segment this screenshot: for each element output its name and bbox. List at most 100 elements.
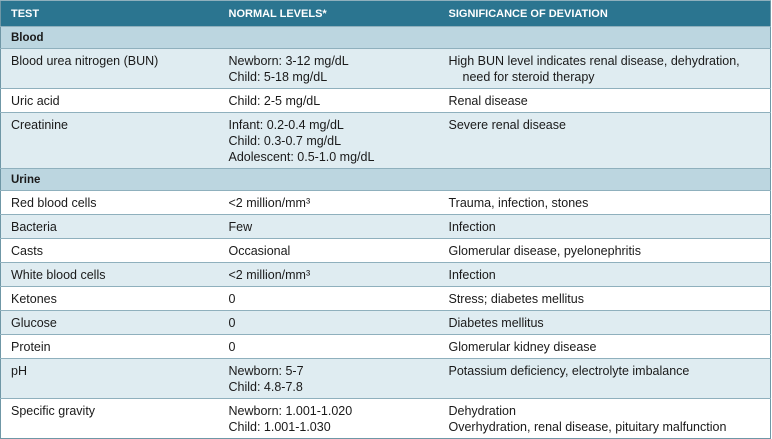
cell: Potassium deficiency, electrolyte imbala… xyxy=(438,358,771,399)
cell-line: Overhydration, renal disease, pituitary … xyxy=(448,420,727,434)
cell: Newborn: 1.001-1.020 Child: 1.001-1.030 xyxy=(218,398,439,439)
data-row: Protein 0 Glomerular kidney disease xyxy=(0,334,771,359)
cell-line: 0 xyxy=(228,292,236,306)
cell: Newborn: 3-12 mg/dL Child: 5-18 mg/dL xyxy=(218,48,439,89)
cell-line: Renal disease xyxy=(448,94,528,108)
data-row: Casts Occasional Glomerular disease, pyelo… xyxy=(0,238,771,263)
cell: High BUN level indicates renal disease, … xyxy=(438,48,771,89)
cell: Trauma, infection, stones xyxy=(438,190,771,215)
data-row: Ketones 0 Stress; diabetes mellitus xyxy=(0,286,771,311)
cell-line: Severe renal disease xyxy=(448,118,566,132)
cell-line: Glomerular kidney disease xyxy=(448,340,597,354)
cell: Renal disease xyxy=(438,88,771,113)
cell: Child: 2-5 mg/dL xyxy=(218,88,439,113)
cell: Newborn: 5-7 Child: 4.8-7.8 xyxy=(218,358,439,399)
cell: pH xyxy=(0,358,219,399)
cell: Stress; diabetes mellitus xyxy=(438,286,771,311)
cell: Bacteria xyxy=(0,214,219,239)
cell: Blood urea nitrogen (BUN) xyxy=(0,48,219,89)
cell-line: Child: 2-5 mg/dL xyxy=(228,94,321,108)
cell: Uric acid xyxy=(0,88,219,113)
cell-line: Infection xyxy=(448,220,496,234)
cell: Red blood cells xyxy=(0,190,219,215)
header-row: TEST NORMAL LEVELS* SIGNIFICANCE OF DEVI… xyxy=(0,0,771,27)
cell: 0 xyxy=(218,334,439,359)
cell: 0 xyxy=(218,310,439,335)
cell-line: Child: 0.3-0.7 mg/dL xyxy=(228,134,342,148)
cell-line: Dehydration xyxy=(448,404,516,418)
cell: Glucose xyxy=(0,310,219,335)
cell-line: Newborn: 1.001-1.020 xyxy=(228,404,353,418)
cell: <2 million/mm³ xyxy=(218,262,439,287)
cell: Creatinine xyxy=(0,112,219,169)
cell-line: High BUN level indicates renal disease, … xyxy=(448,54,740,84)
cell-line: Specific gravity xyxy=(11,404,96,418)
cell-line: White blood cells xyxy=(11,268,106,282)
cell-line: Creatinine xyxy=(11,118,68,132)
cell-line: Stress; diabetes mellitus xyxy=(448,292,584,306)
cell-line: Child: 4.8-7.8 xyxy=(228,380,303,394)
cell: Occasional xyxy=(218,238,439,263)
cell-line: Protein xyxy=(11,340,51,354)
cell-line: Uric acid xyxy=(11,94,60,108)
cell-line: Newborn: 3-12 mg/dL xyxy=(228,54,349,68)
section-row: Urine xyxy=(0,168,771,191)
data-row: White blood cells <2 million/mm³ Infection xyxy=(0,262,771,287)
cell: Glomerular disease, pyelonephritis xyxy=(438,238,771,263)
cell-line: Glomerular disease, pyelonephritis xyxy=(448,244,641,258)
section-title: Urine xyxy=(0,168,771,191)
data-row: Specific gravity Newborn: 1.001-1.020 Chil… xyxy=(0,398,771,439)
column-header: NORMAL LEVELS* xyxy=(218,0,439,27)
data-row: Bacteria Few Infection xyxy=(0,214,771,239)
cell: Diabetes mellitus xyxy=(438,310,771,335)
data-row: Red blood cells <2 million/mm³ Trauma, inf… xyxy=(0,190,771,215)
cell: Glomerular kidney disease xyxy=(438,334,771,359)
cell-line: Ketones xyxy=(11,292,57,306)
cell: Specific gravity xyxy=(0,398,219,439)
data-row: Uric acid Child: 2-5 mg/dL Renal disease xyxy=(0,88,771,113)
cell-line: Diabetes mellitus xyxy=(448,316,544,330)
cell-line: pH xyxy=(11,364,27,378)
cell: <2 million/mm³ xyxy=(218,190,439,215)
cell-line: Potassium deficiency, electrolyte imbala… xyxy=(448,364,690,378)
cell: Infant: 0.2-0.4 mg/dL Child: 0.3-0.7 mg/d… xyxy=(218,112,439,169)
cell-line: Newborn: 5-7 xyxy=(228,364,304,378)
cell-line: <2 million/mm³ xyxy=(228,268,311,282)
cell-line: <2 million/mm³ xyxy=(228,196,311,210)
column-header: TEST xyxy=(0,0,219,27)
cell-line: Adolescent: 0.5-1.0 mg/dL xyxy=(228,150,375,164)
cell-line: Infant: 0.2-0.4 mg/dL xyxy=(228,118,344,132)
column-header: SIGNIFICANCE OF DEVIATION xyxy=(438,0,771,27)
cell-line: Bacteria xyxy=(11,220,57,234)
cell-line: Casts xyxy=(11,244,43,258)
cell: 0 xyxy=(218,286,439,311)
cell: White blood cells xyxy=(0,262,219,287)
cell: Protein xyxy=(0,334,219,359)
cell-line: Red blood cells xyxy=(11,196,97,210)
data-row: Blood urea nitrogen (BUN) Newborn: 3-12 m… xyxy=(0,48,771,89)
data-row: pH Newborn: 5-7 Child: 4.8-7.8 Potassium de… xyxy=(0,358,771,399)
table-body: Blood Blood urea nitrogen (BUN) Newborn: 3… xyxy=(0,26,771,439)
cell-line: Child: 1.001-1.030 xyxy=(228,420,331,434)
cell-line: Infection xyxy=(448,268,496,282)
cell-line: Few xyxy=(228,220,253,234)
data-row: Creatinine Infant: 0.2-0.4 mg/dL Child: 0.… xyxy=(0,112,771,169)
cell-line: Trauma, infection, stones xyxy=(448,196,589,210)
cell-line: Glucose xyxy=(11,316,57,330)
cell-line: Child: 5-18 mg/dL xyxy=(228,70,328,84)
cell: Dehydration Overhydration, renal disease,… xyxy=(438,398,771,439)
cell-line: Occasional xyxy=(228,244,291,258)
cell: Casts xyxy=(0,238,219,263)
section-title: Blood xyxy=(0,26,771,49)
cell: Ketones xyxy=(0,286,219,311)
cell-line: Blood urea nitrogen (BUN) xyxy=(11,54,159,68)
cell-line: 0 xyxy=(228,316,236,330)
cell: Few xyxy=(218,214,439,239)
section-row: Blood xyxy=(0,26,771,49)
data-row: Glucose 0 Diabetes mellitus xyxy=(0,310,771,335)
cell: Infection xyxy=(438,214,771,239)
cell: Infection xyxy=(438,262,771,287)
cell-line: 0 xyxy=(228,340,236,354)
cell: Severe renal disease xyxy=(438,112,771,169)
